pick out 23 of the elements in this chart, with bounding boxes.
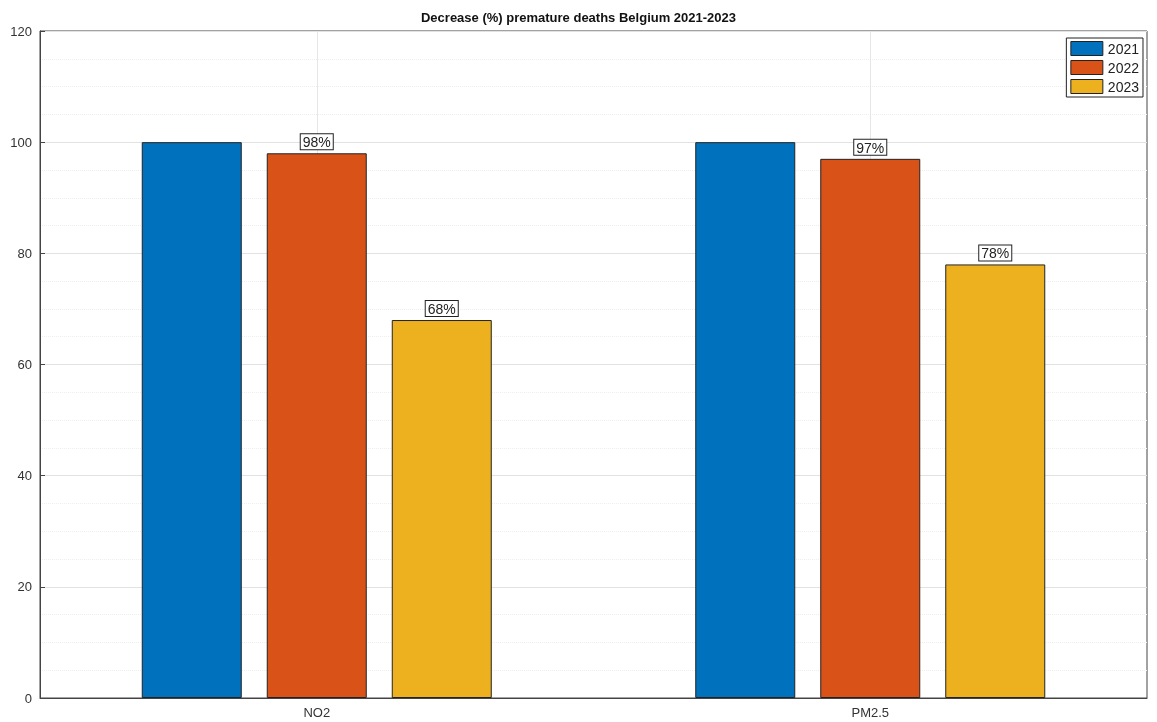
bar [391, 320, 492, 698]
bar [141, 142, 242, 698]
data-label: 78% [981, 245, 1010, 262]
bar [695, 142, 796, 698]
y-tick-label: 80 [17, 245, 32, 261]
y-tick-label: 20 [17, 579, 32, 595]
x-tick-label: PM2.5 [851, 705, 890, 720]
y-tick-label: 0 [24, 690, 32, 706]
data-label: 97% [856, 139, 885, 156]
chart-title: Decrease (%) premature deaths Belgium 2021-2023 [420, 10, 737, 25]
legend-label: 2021 [1107, 40, 1140, 57]
x-tick-label: NO2 [303, 705, 331, 720]
legend-label: 2023 [1107, 78, 1140, 95]
bar [266, 153, 367, 698]
y-tick-label: 100 [10, 134, 32, 150]
bar [820, 158, 921, 698]
data-label: 68% [427, 301, 456, 318]
y-tick-label: 40 [17, 468, 32, 484]
bar [945, 264, 1046, 698]
legend-label: 2022 [1107, 59, 1140, 76]
y-tick-label: 60 [17, 357, 32, 372]
y-tick-label: 120 [10, 23, 32, 39]
data-label: 98% [302, 134, 331, 151]
